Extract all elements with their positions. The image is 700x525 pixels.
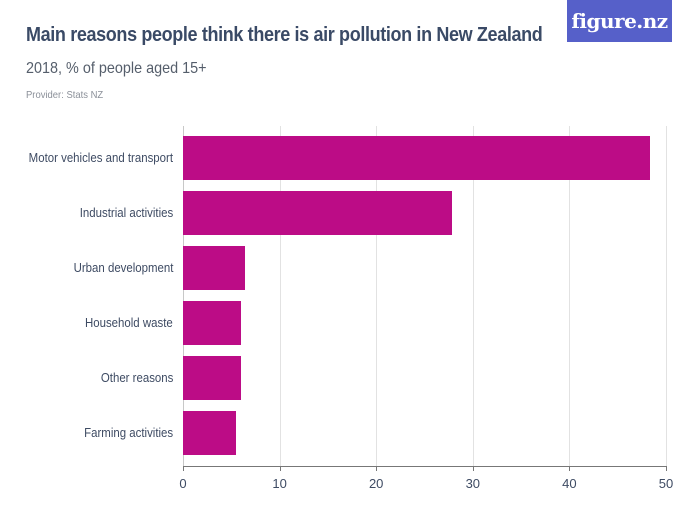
x-axis-tick-label: 20 xyxy=(368,476,384,491)
gridline xyxy=(569,126,571,466)
gridline xyxy=(472,126,474,466)
gridline xyxy=(376,126,378,466)
x-axis-tick-label: 50 xyxy=(658,476,674,491)
category-label: Industrial activities xyxy=(79,205,173,220)
gridline xyxy=(666,126,667,466)
gridline xyxy=(183,126,184,466)
category-label: Urban development xyxy=(73,260,173,275)
x-axis-tick xyxy=(472,466,474,471)
figure-nz-logo[interactable]: figure.nz xyxy=(567,0,672,42)
bar[interactable] xyxy=(183,301,241,345)
chart-subtitle: 2018, % of people aged 15+ xyxy=(26,60,207,77)
x-axis-tick xyxy=(569,466,571,471)
category-label: Motor vehicles and transport xyxy=(28,150,173,165)
data-provider: Provider: Stats NZ xyxy=(26,89,104,101)
gridline xyxy=(279,126,281,466)
x-axis-tick xyxy=(279,466,281,471)
category-label: Farming activities xyxy=(83,425,173,440)
bar[interactable] xyxy=(183,356,241,400)
x-axis-tick xyxy=(183,466,184,471)
bar[interactable] xyxy=(183,191,452,235)
bar[interactable] xyxy=(183,411,237,455)
category-label: Household waste xyxy=(85,315,173,330)
chart-title: Main reasons people think there is air p… xyxy=(26,24,543,46)
x-axis-tick-label: 0 xyxy=(179,476,187,491)
x-axis-tick-label: 10 xyxy=(272,476,287,491)
x-axis-tick xyxy=(666,466,667,471)
category-label: Other reasons xyxy=(100,370,173,385)
bar[interactable] xyxy=(183,136,650,180)
x-axis-tick-label: 30 xyxy=(465,476,481,491)
x-axis-line xyxy=(183,466,666,467)
x-axis-tick-label: 40 xyxy=(562,476,577,491)
x-axis-tick xyxy=(376,466,378,471)
bar[interactable] xyxy=(183,246,245,290)
